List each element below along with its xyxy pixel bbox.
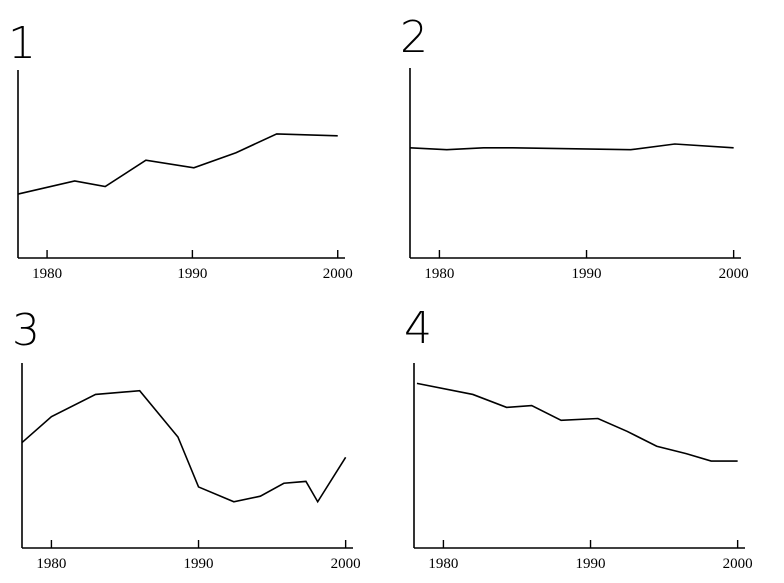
x-tick-label: 1990 — [572, 266, 602, 282]
chart-title: 4 — [404, 303, 432, 354]
x-tick-label: 1990 — [576, 556, 606, 572]
x-tick-label: 2000 — [723, 556, 753, 572]
data-line — [409, 143, 734, 151]
data-line — [21, 389, 347, 504]
x-tick-label: 1990 — [177, 266, 207, 282]
x-tick-label: 2000 — [331, 556, 361, 572]
x-tick-label: 1980 — [32, 266, 62, 282]
chart-title: 1 — [8, 18, 36, 69]
x-tick-label: 2000 — [323, 266, 353, 282]
x-tick-label: 1980 — [424, 266, 454, 282]
data-line — [17, 133, 338, 195]
x-tick-label: 1980 — [36, 556, 66, 572]
x-tick-label: 2000 — [719, 266, 749, 282]
chart-title: 3 — [12, 305, 40, 356]
x-tick-label: 1990 — [184, 556, 214, 572]
x-tick-label: 1980 — [428, 556, 458, 572]
data-line — [416, 382, 738, 462]
chart-title: 2 — [400, 12, 428, 63]
